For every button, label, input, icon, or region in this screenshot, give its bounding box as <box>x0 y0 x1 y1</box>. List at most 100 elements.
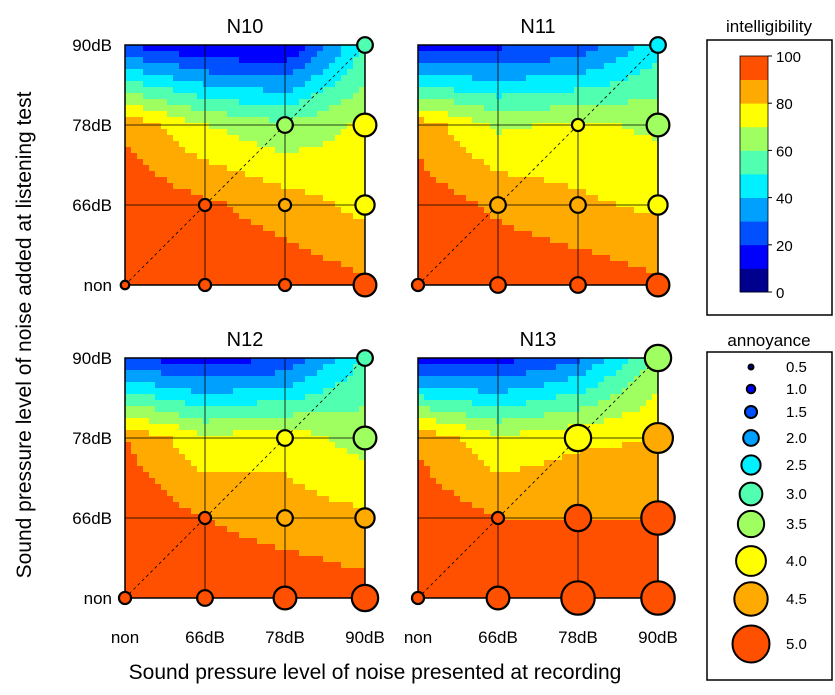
contour-cell <box>227 165 234 172</box>
contour-cell <box>239 129 246 136</box>
contour-cell <box>347 514 354 521</box>
contour-cell <box>323 526 330 533</box>
contour-cell <box>227 135 234 142</box>
contour-cell <box>227 406 234 413</box>
contour-cell <box>574 141 581 148</box>
contour-cell <box>508 201 515 208</box>
contour-cell <box>257 592 264 598</box>
contour-cell <box>478 267 485 274</box>
contour-cell <box>454 273 461 280</box>
contour-cell <box>215 189 222 196</box>
contour-cell <box>155 592 162 598</box>
contour-cell <box>137 424 144 431</box>
contour-cell <box>281 87 288 94</box>
contour-cell <box>466 99 473 106</box>
contour-cell <box>173 364 180 371</box>
contour-cell <box>514 279 521 285</box>
contour-cell <box>293 93 300 100</box>
contour-cell <box>305 213 312 220</box>
contour-cell <box>436 201 443 208</box>
contour-cell <box>203 171 210 178</box>
contour-cell <box>221 412 228 419</box>
contour-cell <box>275 562 282 569</box>
contour-cell <box>311 424 318 431</box>
contour-cell <box>203 249 210 256</box>
contour-cell <box>640 141 647 148</box>
contour-cell <box>299 484 306 491</box>
contour-cell <box>185 472 192 479</box>
contour-cell <box>245 249 252 256</box>
contour-cell <box>329 231 336 238</box>
contour-cell <box>335 87 342 94</box>
contour-cell <box>359 568 365 575</box>
contour-cell <box>215 45 222 52</box>
contour-cell <box>287 99 294 106</box>
contour-cell <box>442 177 449 184</box>
contour-cell <box>149 364 156 371</box>
contour-cell <box>215 105 222 112</box>
contour-cell <box>251 153 258 160</box>
contour-cell <box>568 273 575 280</box>
contour-cell <box>131 400 138 407</box>
contour-cell <box>436 159 443 166</box>
contour-cell <box>359 388 365 395</box>
contour-cell <box>347 69 354 76</box>
contour-cell <box>604 159 611 166</box>
contour-cell <box>329 135 336 142</box>
contour-cell <box>430 207 437 214</box>
contour-cell <box>604 147 611 154</box>
contour-cell <box>442 129 449 136</box>
contour-cell <box>520 159 527 166</box>
contour-cell <box>323 520 330 527</box>
contour-cell <box>161 57 168 64</box>
contour-cell <box>155 93 162 100</box>
contour-cell <box>580 261 587 268</box>
contour-cell <box>227 279 234 285</box>
contour-cell <box>275 81 282 88</box>
contour-cell <box>454 135 461 142</box>
contour-cell <box>137 406 144 413</box>
contour-cell <box>287 574 294 581</box>
contour-cell <box>562 225 569 232</box>
contour-cell <box>592 171 599 178</box>
contour-cell <box>245 63 252 70</box>
contour-cell <box>131 183 138 190</box>
contour-cell <box>580 249 587 256</box>
contour-cell <box>269 568 276 575</box>
contour-cell <box>221 237 228 244</box>
contour-cell <box>311 129 318 136</box>
contour-cell <box>460 201 467 208</box>
contour-cell <box>472 111 479 118</box>
contour-cell <box>167 358 174 365</box>
contour-cell <box>329 159 336 166</box>
contour-cell <box>131 364 138 371</box>
contour-cell <box>197 538 204 545</box>
contour-cell <box>508 117 515 124</box>
contour-cell <box>329 418 336 425</box>
contour-cell <box>137 69 144 76</box>
contour-cell <box>143 117 150 124</box>
contour-cell <box>149 159 156 166</box>
contour-cell <box>233 261 240 268</box>
contour-cell <box>532 87 539 94</box>
contour-cell <box>335 219 342 226</box>
contour-cell <box>281 63 288 70</box>
contour-cell <box>359 364 365 371</box>
contour-cell <box>359 466 365 473</box>
contour-cell <box>496 69 503 76</box>
annoyance-marker <box>276 429 294 447</box>
contour-cell <box>305 93 312 100</box>
contour-cell <box>311 592 318 598</box>
contour-cell <box>179 358 186 365</box>
contour-cell <box>161 147 168 154</box>
contour-cell <box>472 225 479 232</box>
contour-cell <box>173 388 180 395</box>
contour-cell <box>526 99 533 106</box>
contour-cell <box>484 237 491 244</box>
contour-cell <box>155 412 162 419</box>
contour-cell <box>460 87 467 94</box>
contour-cell <box>203 93 210 100</box>
contour-cell <box>281 93 288 100</box>
contour-cell <box>598 93 605 100</box>
contour-cell <box>580 45 587 52</box>
